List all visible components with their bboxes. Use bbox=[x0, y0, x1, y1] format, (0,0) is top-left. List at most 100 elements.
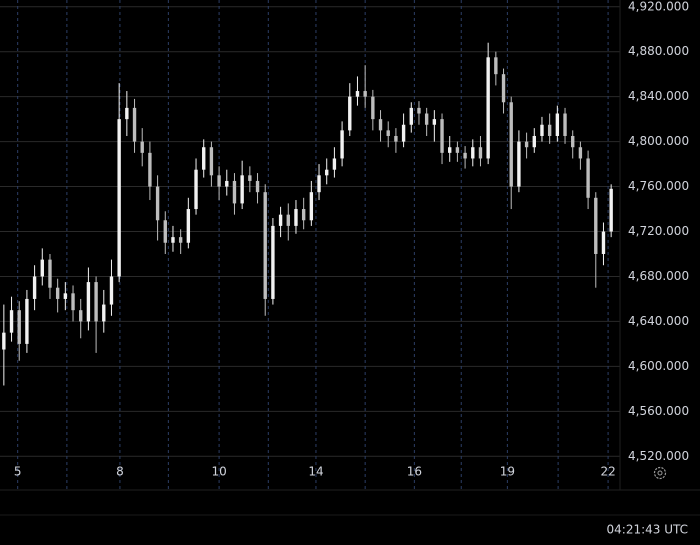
candle-body bbox=[547, 124, 552, 136]
candle-body bbox=[186, 209, 191, 243]
candle-body bbox=[63, 293, 68, 299]
x-tick-label: 16 bbox=[407, 465, 422, 479]
candle-body bbox=[509, 102, 513, 187]
axis-labels: 4,520.000 4,560.000 4,600.000 4,640.000 4,68… bbox=[14, 0, 689, 479]
y-tick-label: 4,520.000 bbox=[628, 449, 689, 463]
candle-body bbox=[32, 276, 37, 299]
candle-body bbox=[240, 175, 244, 204]
candle-body bbox=[563, 113, 567, 136]
candle-body bbox=[286, 214, 290, 226]
y-tick-label: 4,640.000 bbox=[628, 314, 689, 328]
candle-body bbox=[448, 147, 452, 153]
candle-body bbox=[255, 180, 260, 193]
candle-body bbox=[555, 113, 560, 136]
candle-body bbox=[609, 188, 613, 232]
candle-body bbox=[440, 119, 444, 153]
candle-body bbox=[209, 147, 214, 176]
candle-body bbox=[48, 259, 52, 288]
candle-body bbox=[202, 147, 206, 170]
candle-body bbox=[363, 91, 367, 97]
candle-body bbox=[163, 220, 167, 243]
candle-body bbox=[517, 141, 521, 187]
candle-body bbox=[217, 175, 221, 187]
x-tick-label: 8 bbox=[116, 465, 124, 479]
x-tick-label: 14 bbox=[308, 465, 323, 479]
candle-body bbox=[194, 169, 198, 210]
candle-body bbox=[424, 113, 429, 125]
candle-body bbox=[478, 147, 483, 159]
candle-body bbox=[524, 141, 529, 148]
y-tick-label: 4,880.000 bbox=[628, 44, 689, 58]
gear-center[interactable] bbox=[657, 470, 663, 476]
candle-body bbox=[278, 214, 283, 226]
y-tick-label: 4,600.000 bbox=[628, 359, 689, 373]
candle-body bbox=[132, 107, 137, 142]
grid bbox=[0, 0, 620, 490]
y-tick-label: 4,720.000 bbox=[628, 224, 689, 238]
candle-body bbox=[109, 276, 114, 305]
candle-body bbox=[586, 158, 590, 198]
x-tick-label: 10 bbox=[211, 465, 226, 479]
candle-body bbox=[94, 282, 98, 322]
candle-body bbox=[9, 310, 14, 333]
y-tick-label: 4,920.000 bbox=[628, 0, 689, 13]
candle-body bbox=[578, 147, 583, 159]
candle-body bbox=[140, 141, 144, 153]
candle-body bbox=[371, 96, 375, 120]
candle-body bbox=[494, 57, 498, 75]
candle-body bbox=[79, 310, 83, 322]
candle-body bbox=[55, 287, 60, 299]
candle-body bbox=[2, 332, 6, 350]
candle-body bbox=[17, 310, 21, 344]
candle-body bbox=[71, 293, 75, 311]
gear[interactable] bbox=[653, 466, 667, 480]
candle-body bbox=[232, 180, 237, 204]
candle-body bbox=[102, 304, 106, 322]
candle-body bbox=[348, 96, 352, 131]
candle-body bbox=[301, 209, 306, 221]
candle-body bbox=[386, 130, 390, 136]
candle-body bbox=[325, 169, 329, 176]
candle-body bbox=[155, 186, 160, 221]
candle-body bbox=[271, 225, 275, 299]
x-tick-label: 19 bbox=[500, 465, 515, 479]
candle-body bbox=[263, 192, 267, 299]
status-time: 04:21:43 UTC bbox=[607, 523, 689, 537]
candle-body bbox=[117, 119, 121, 277]
candle-body bbox=[540, 124, 544, 136]
candle-body bbox=[501, 74, 506, 103]
candle-body bbox=[455, 147, 460, 153]
candle-body bbox=[471, 147, 475, 159]
candle-body bbox=[248, 175, 252, 181]
candle-body bbox=[294, 209, 298, 226]
candle-body bbox=[317, 175, 321, 193]
settings-icon[interactable] bbox=[653, 466, 667, 480]
candle-body bbox=[486, 57, 490, 159]
candle-body bbox=[378, 119, 383, 131]
y-tick-label: 4,560.000 bbox=[628, 404, 689, 418]
x-tick-label: 5 bbox=[14, 465, 22, 479]
x-tick-label: 22 bbox=[600, 465, 615, 479]
candle-body bbox=[309, 192, 314, 221]
candle-body bbox=[178, 237, 183, 243]
candle-body bbox=[171, 237, 175, 243]
candle-body bbox=[432, 119, 437, 125]
candle-body bbox=[601, 231, 606, 254]
candle-body bbox=[417, 107, 421, 114]
candle-body bbox=[340, 130, 344, 159]
candle-body bbox=[225, 180, 229, 187]
y-tick-label: 4,800.000 bbox=[628, 134, 689, 148]
y-tick-label: 4,680.000 bbox=[628, 269, 689, 283]
candle-body bbox=[332, 158, 337, 170]
candle-body bbox=[25, 298, 29, 344]
candle-body bbox=[148, 152, 152, 187]
candle-body bbox=[394, 135, 398, 142]
candle-body bbox=[355, 91, 360, 97]
candle-body bbox=[463, 152, 467, 159]
y-tick-label: 4,760.000 bbox=[628, 179, 689, 193]
candle-body bbox=[571, 135, 575, 148]
candle-body bbox=[125, 107, 129, 120]
candle-body bbox=[532, 135, 536, 148]
